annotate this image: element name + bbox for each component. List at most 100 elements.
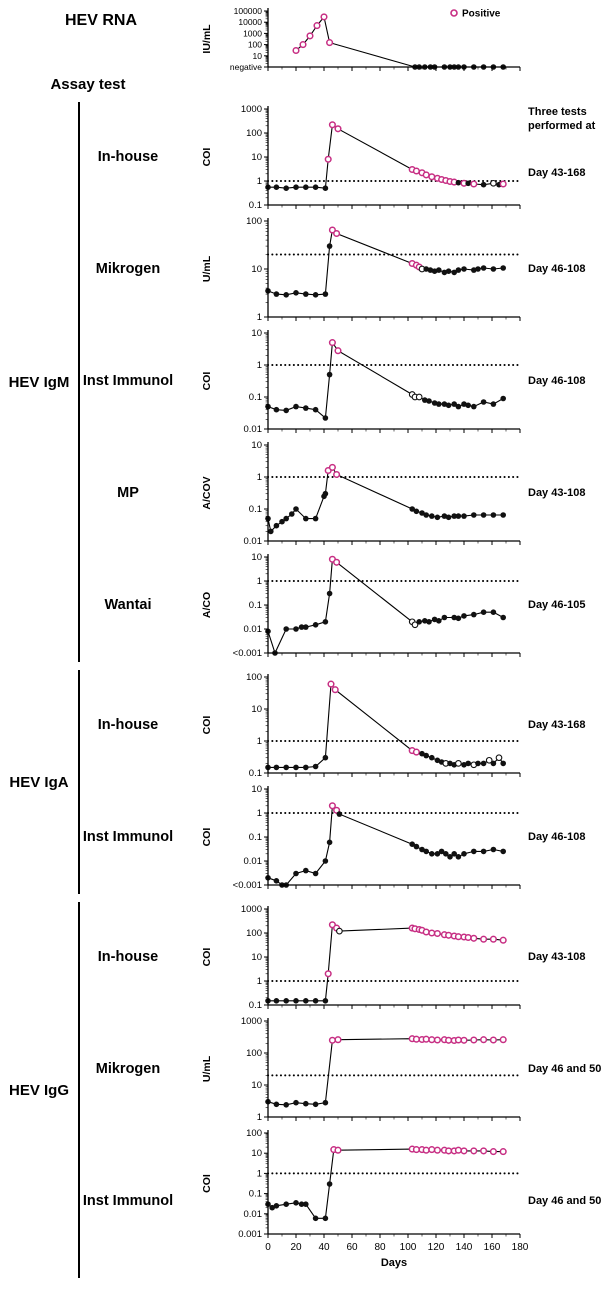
svg-text:0.1: 0.1 bbox=[249, 832, 262, 843]
svg-text:1: 1 bbox=[257, 312, 262, 323]
assay-test-label: Assay test bbox=[50, 76, 126, 93]
svg-text:U/mL: U/mL bbox=[201, 1055, 213, 1082]
svg-text:10: 10 bbox=[251, 152, 262, 163]
annot-cell-iga_inhouse: Day 43-168 bbox=[524, 670, 612, 782]
svg-text:Days: Days bbox=[381, 1257, 407, 1269]
svg-text:Positive: Positive bbox=[462, 9, 501, 20]
svg-text:10: 10 bbox=[251, 328, 262, 339]
annot-cell-igm_inhouse: Three tests performed at Day 43-168 bbox=[524, 102, 612, 214]
group-label-hev-igg: HEV IgG bbox=[8, 1081, 69, 1099]
svg-text:10: 10 bbox=[251, 952, 262, 963]
svg-text:1: 1 bbox=[257, 808, 262, 819]
chart-cell-iga_inst: 10 1 0.1 0.01 <0.001 COI bbox=[176, 782, 524, 894]
svg-text:negative: negative bbox=[230, 62, 262, 72]
svg-text:0.01: 0.01 bbox=[244, 624, 263, 635]
svg-text:100: 100 bbox=[246, 672, 262, 683]
assay-label-igg_inst: Inst Immunol bbox=[82, 1193, 174, 1210]
svg-text:1000: 1000 bbox=[241, 1016, 262, 1027]
svg-text:1: 1 bbox=[257, 576, 262, 587]
svg-text:100: 100 bbox=[400, 1242, 417, 1253]
svg-text:60: 60 bbox=[346, 1242, 358, 1253]
group-label-hev-iga: HEV IgA bbox=[9, 773, 69, 791]
panel-row-iga_inhouse: In-house 100 10 1 0.1 COI Day 43-168 bbox=[80, 670, 612, 782]
panel-row-iga_inst: Inst Immunol 10 1 0.1 0.01 <0.001 COI Day 46-10… bbox=[80, 782, 612, 894]
svg-text:1: 1 bbox=[257, 1168, 262, 1179]
svg-text:140: 140 bbox=[456, 1242, 473, 1253]
svg-text:A/COV: A/COV bbox=[201, 476, 213, 509]
assay-test-row: Assay test bbox=[0, 76, 612, 102]
group-hev-igg: HEV IgG In-house 1000 100 10 1 0.1 COI Day 43-10… bbox=[0, 902, 612, 1278]
svg-text:COI: COI bbox=[201, 1174, 213, 1193]
svg-text:10000: 10000 bbox=[238, 17, 262, 27]
assay-label-igm_inhouse: In-house bbox=[97, 149, 159, 166]
chart-cell-igg_inst: 100 10 1 0.1 0.01 0.001 0 20 40 60 80 100 120 140 160 1… bbox=[176, 1126, 529, 1278]
panel-row-igm_wantai: Wantai 10 1 0.1 0.01 <0.001 A/CO Day 46-105 bbox=[80, 550, 612, 662]
svg-text:COI: COI bbox=[201, 372, 213, 391]
svg-text:0.1: 0.1 bbox=[249, 768, 262, 779]
panel-row-igg_inst: Inst Immunol 100 10 1 0.1 0.01 0.001 0 20 40 60 80 1… bbox=[80, 1126, 612, 1278]
group-label-hev-igm: HEV IgM bbox=[8, 373, 70, 391]
svg-text:80: 80 bbox=[374, 1242, 386, 1253]
assay-label-iga_inhouse: In-house bbox=[97, 717, 159, 734]
chart-cell-rna: 100000 10000 1000 100 10 negative IU/mL Positiv… bbox=[176, 4, 524, 76]
panel-row-rna: HEV RNA 100000 10000 1000 100 10 negative IU/m… bbox=[0, 4, 612, 76]
group-bracket: In-house 100 10 1 0.1 COI Day 43-168 Inst Immun… bbox=[78, 670, 612, 894]
panel-row-igg_inhouse: In-house 1000 100 10 1 0.1 COI Day 43-108 bbox=[80, 902, 612, 1014]
annotation-igg_mikrogen: Day 46 and 50 bbox=[528, 1063, 602, 1076]
svg-text:IU/mL: IU/mL bbox=[201, 24, 213, 54]
chart-igm_inst: 10 1 0.1 0.01 COI bbox=[201, 328, 521, 435]
svg-text:COI: COI bbox=[201, 828, 213, 847]
chart-iga_inst: 10 1 0.1 0.01 <0.001 COI bbox=[201, 784, 521, 891]
hev-rna-label: HEV RNA bbox=[64, 12, 137, 29]
svg-text:100: 100 bbox=[246, 128, 262, 139]
svg-text:1000: 1000 bbox=[243, 28, 262, 38]
chart-cell-igg_inhouse: 1000 100 10 1 0.1 COI bbox=[176, 902, 524, 1014]
group-hev-igm: HEV IgM In-house 1000 100 10 1 0.1 COI Three tes… bbox=[0, 102, 612, 662]
chart-igm_wantai: 10 1 0.1 0.01 <0.001 A/CO bbox=[201, 552, 521, 659]
svg-text:180: 180 bbox=[512, 1242, 529, 1253]
svg-text:COI: COI bbox=[201, 716, 213, 735]
annotation-igm_mp: Day 43-108 bbox=[528, 487, 586, 500]
annot-cell-rna bbox=[524, 4, 612, 76]
svg-text:120: 120 bbox=[428, 1242, 445, 1253]
assay-label-iga_inst: Inst Immunol bbox=[82, 829, 174, 846]
chart-cell-iga_inhouse: 100 10 1 0.1 COI bbox=[176, 670, 524, 782]
svg-text:A/CO: A/CO bbox=[201, 592, 213, 618]
svg-text:1: 1 bbox=[257, 472, 262, 483]
group-bracket: In-house 1000 100 10 1 0.1 COI Day 43-108 Mikrog… bbox=[78, 902, 612, 1278]
svg-text:1: 1 bbox=[257, 360, 262, 371]
chart-igm_mikrogen: 100 10 1 U/mL bbox=[201, 216, 521, 323]
svg-text:0.1: 0.1 bbox=[249, 200, 262, 211]
svg-text:COI: COI bbox=[201, 948, 213, 967]
chart-igm_mp: 10 1 0.1 0.01 A/COV bbox=[201, 440, 521, 547]
svg-text:10: 10 bbox=[251, 264, 262, 275]
assay-label-igm_wantai: Wantai bbox=[104, 597, 152, 614]
svg-text:100: 100 bbox=[246, 1048, 262, 1059]
annotation-header: Three tests performed at bbox=[528, 106, 596, 132]
assay-label-igg_inhouse: In-house bbox=[97, 949, 159, 966]
svg-text:10: 10 bbox=[251, 552, 262, 563]
svg-text:0.01: 0.01 bbox=[244, 536, 263, 547]
svg-text:<0.001: <0.001 bbox=[233, 880, 262, 891]
svg-text:160: 160 bbox=[484, 1242, 501, 1253]
svg-text:10: 10 bbox=[251, 440, 262, 451]
chart-cell-igm_wantai: 10 1 0.1 0.01 <0.001 A/CO bbox=[176, 550, 524, 662]
chart-igg_mikrogen: 1000 100 10 1 U/mL bbox=[201, 1016, 521, 1123]
chart-iga_inhouse: 100 10 1 0.1 COI bbox=[201, 672, 521, 779]
svg-text:100000: 100000 bbox=[234, 6, 263, 16]
panel-row-igm_mp: MP 10 1 0.1 0.01 A/COV Day 43-108 bbox=[80, 438, 612, 550]
annotation-igg_inhouse: Day 43-108 bbox=[528, 951, 586, 964]
svg-text:20: 20 bbox=[290, 1242, 302, 1253]
annotation-igg_inst: Day 46 and 50 bbox=[528, 1195, 602, 1208]
svg-text:40: 40 bbox=[318, 1242, 330, 1253]
svg-text:100: 100 bbox=[248, 40, 262, 50]
svg-text:1: 1 bbox=[257, 976, 262, 987]
svg-text:0.01: 0.01 bbox=[244, 856, 263, 867]
group-bracket: In-house 1000 100 10 1 0.1 COI Three tests perf… bbox=[78, 102, 612, 662]
hev-assay-figure: HEV RNA 100000 10000 1000 100 10 negative IU/m… bbox=[0, 4, 612, 1278]
annot-cell-igm_mp: Day 43-108 bbox=[524, 438, 612, 550]
svg-text:1: 1 bbox=[257, 1112, 262, 1123]
svg-text:10: 10 bbox=[251, 1148, 262, 1159]
